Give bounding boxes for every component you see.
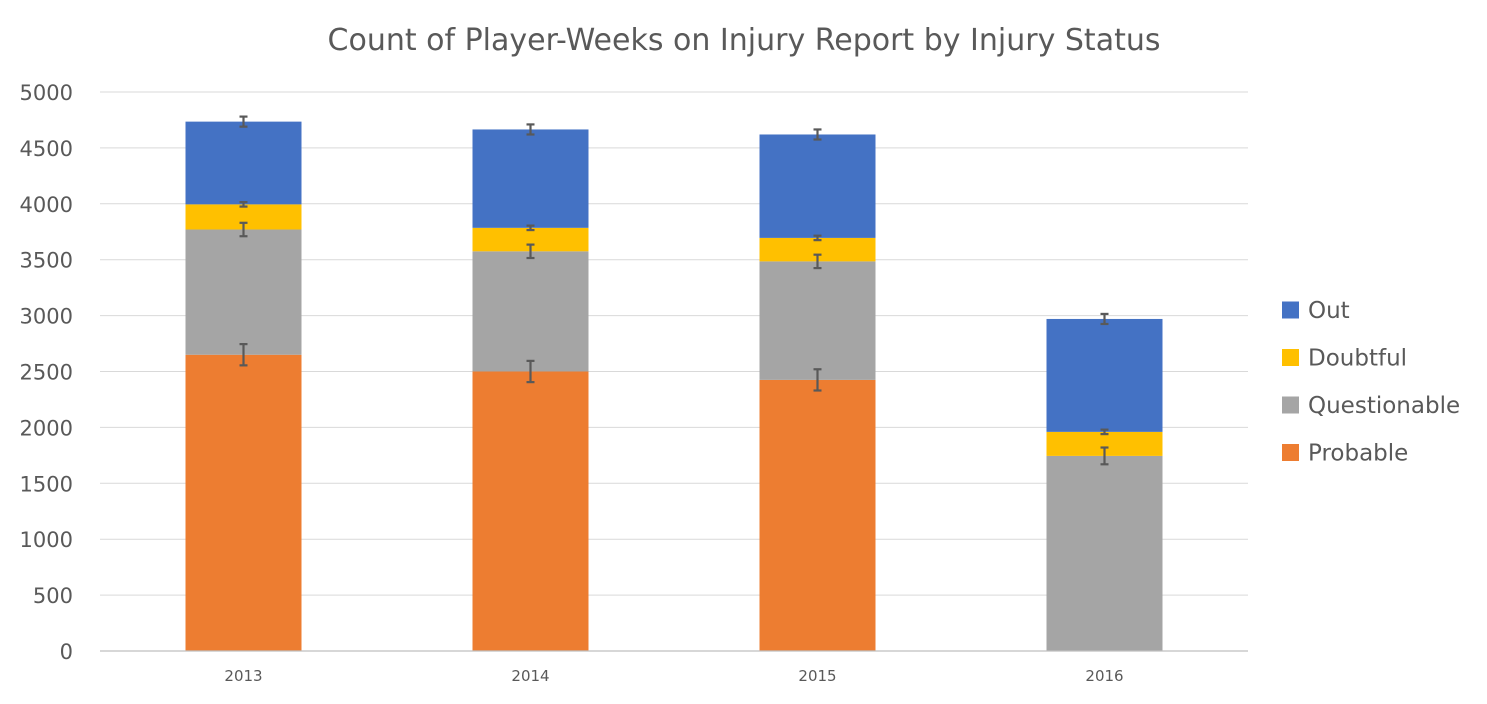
axes: 0 500 1000 1500 2000 2500 3000 3500 4000 4500 5000… xyxy=(20,81,1248,685)
error-bar-questionable-2014 xyxy=(526,243,535,260)
legend-label-out: Out xyxy=(1308,298,1350,324)
y-tick-label: 500 xyxy=(33,584,73,608)
legend-item-doubtful: Doubtful xyxy=(1282,346,1407,372)
legend-label-probable: Probable xyxy=(1308,441,1408,467)
legend-swatch-out xyxy=(1282,301,1299,319)
error-bar-doubtful-2014 xyxy=(526,224,535,232)
error-bar-questionable-2016 xyxy=(1100,446,1109,466)
bar-probable-2014 xyxy=(472,371,589,651)
y-tick-label: 5000 xyxy=(20,81,73,105)
x-tick-label-2015: 2015 xyxy=(798,667,836,685)
error-bar-out-2013 xyxy=(239,115,248,128)
bar-out-2016 xyxy=(1046,318,1163,432)
bar-questionable-2015 xyxy=(759,261,876,380)
x-tick-label-2013: 2013 xyxy=(224,667,262,685)
x-tick-label-2014: 2014 xyxy=(511,667,549,685)
error-bar-probable-2014 xyxy=(526,359,535,384)
bar-doubtful-2014 xyxy=(472,227,589,252)
legend: Out Doubtful Questionable Probable xyxy=(1282,298,1460,467)
y-tick-label: 3000 xyxy=(20,305,73,329)
bars xyxy=(185,121,1163,651)
bar-out-2013 xyxy=(185,121,302,205)
y-tick-label: 2000 xyxy=(20,416,73,440)
y-tick-label: 4500 xyxy=(20,137,73,161)
error-bar-questionable-2015 xyxy=(813,253,822,270)
error-bar-probable-2013 xyxy=(239,343,248,367)
error-bar-probable-2015 xyxy=(813,368,822,392)
legend-swatch-probable xyxy=(1282,444,1299,461)
error-bar-out-2015 xyxy=(813,128,822,141)
error-bar-out-2016 xyxy=(1100,312,1109,326)
x-tick-label-2016: 2016 xyxy=(1085,667,1123,685)
y-tick-label: 4000 xyxy=(20,193,73,217)
chart-title: Count of Player-Weeks on Injury Report b… xyxy=(328,23,1161,58)
legend-item-probable: Probable xyxy=(1282,441,1408,467)
y-tick-label: 3500 xyxy=(20,249,73,273)
legend-swatch-doubtful xyxy=(1282,349,1299,366)
legend-label-questionable: Questionable xyxy=(1308,393,1460,419)
error-bar-out-2014 xyxy=(526,123,535,136)
error-bar-doubtful-2013 xyxy=(239,201,248,208)
bar-out-2014 xyxy=(472,129,589,228)
bar-probable-2015 xyxy=(759,379,876,651)
legend-item-questionable: Questionable xyxy=(1282,393,1460,419)
bar-out-2015 xyxy=(759,134,876,238)
y-tick-label: 2500 xyxy=(20,361,73,385)
bar-questionable-2016 xyxy=(1046,455,1163,651)
error-bar-doubtful-2015 xyxy=(813,234,822,242)
legend-swatch-questionable xyxy=(1282,396,1299,414)
y-tick-label: 1500 xyxy=(20,472,73,496)
bar-doubtful-2015 xyxy=(759,237,876,262)
legend-label-doubtful: Doubtful xyxy=(1308,346,1407,372)
error-bars xyxy=(239,115,1109,466)
bar-questionable-2014 xyxy=(472,251,589,372)
y-tick-label: 1000 xyxy=(20,528,73,552)
y-tick-label: 0 xyxy=(60,640,73,664)
error-bar-questionable-2013 xyxy=(239,221,248,238)
error-bar-doubtful-2016 xyxy=(1100,428,1109,436)
bar-probable-2013 xyxy=(185,354,302,651)
legend-item-out: Out xyxy=(1282,298,1350,324)
bar-questionable-2013 xyxy=(185,229,302,355)
